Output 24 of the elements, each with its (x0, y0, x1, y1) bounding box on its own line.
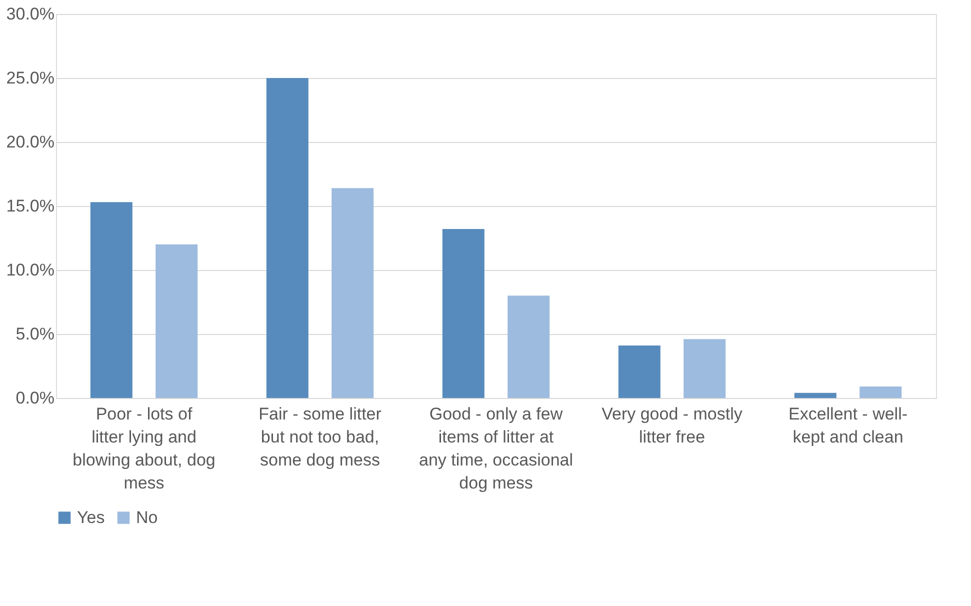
x-tick-label: Excellent - well-kept and clean (788, 404, 908, 446)
bar (90, 202, 132, 398)
bar (618, 346, 660, 398)
y-tick-label: 25.0% (6, 68, 54, 88)
x-tick-label: Fair - some litter but not too bad, some dog mess (258, 404, 382, 470)
y-tick-label: 20.0% (6, 132, 54, 152)
y-tick-label: 5.0% (16, 324, 54, 344)
bar (860, 386, 902, 398)
bar (794, 392, 836, 398)
y-tick-label: 0.0% (16, 388, 54, 408)
x-tick-label: Good - only a few items of litter at any time, occasional dog mess (418, 404, 574, 492)
y-tick-label: 30.0% (6, 4, 54, 24)
legend-label: Yes (77, 508, 105, 527)
bar (508, 296, 550, 398)
bar (442, 229, 484, 398)
bar (684, 339, 726, 398)
bar (332, 188, 374, 398)
bar (156, 244, 198, 398)
y-tick-label: 15.0% (6, 196, 54, 216)
x-tick-label: Poor - lots of litter lying and blowing about, dog mess (72, 404, 216, 492)
bar (266, 78, 308, 398)
y-tick-label: 10.0% (6, 260, 54, 280)
x-tick-label: Very good - mostly litter free (602, 404, 743, 446)
legend-label: No (136, 508, 158, 527)
